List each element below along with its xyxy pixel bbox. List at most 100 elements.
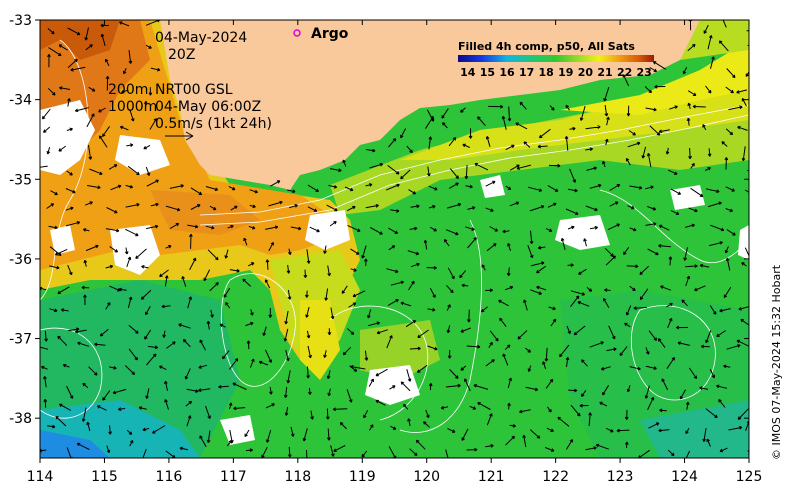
- current-arrow: [87, 185, 101, 190]
- current-arrow: [507, 243, 511, 251]
- current-arrow: [306, 249, 311, 264]
- current-arrow: [138, 406, 147, 410]
- current-arrow: [446, 325, 451, 334]
- current-arrow: [242, 278, 252, 287]
- current-arrow: [605, 255, 616, 266]
- colorbar-tick-label: 21: [597, 66, 612, 79]
- current-arrow: [710, 56, 715, 69]
- current-arrow: [485, 444, 494, 448]
- current-arrow: [99, 135, 108, 148]
- current-arrow: [648, 330, 657, 341]
- current-arrow: [530, 261, 545, 267]
- current-arrow: [725, 128, 734, 136]
- current-arrow: [625, 305, 632, 316]
- current-arrow: [326, 204, 338, 212]
- current-arrow: [169, 223, 180, 230]
- current-arrow: [210, 309, 214, 318]
- current-arrow: [185, 400, 193, 407]
- current-arrow: [586, 166, 597, 171]
- current-arrow: [709, 368, 715, 379]
- current-arrow: [685, 401, 690, 410]
- current-arrow: [581, 359, 588, 367]
- argo-marker-icon: [293, 29, 301, 37]
- current-arrow: [74, 107, 89, 113]
- current-arrow: [389, 385, 396, 390]
- current-arrow: [145, 44, 152, 49]
- current-arrow: [744, 247, 749, 260]
- current-arrow: [722, 20, 727, 28]
- argo-label: Argo: [311, 26, 349, 42]
- current-arrow: [728, 105, 743, 111]
- current-arrow: [223, 287, 231, 298]
- current-arrow: [375, 399, 386, 406]
- current-arrow: [667, 169, 678, 175]
- current-arrow: [699, 263, 710, 268]
- cloud-mask: [40, 100, 749, 445]
- current-arrow: [265, 225, 279, 230]
- current-arrow: [425, 409, 430, 419]
- current-arrow: [661, 378, 669, 391]
- current-arrow: [579, 403, 589, 408]
- current-arrow: [186, 415, 192, 427]
- current-arrow: [644, 385, 650, 399]
- current-arrow: [57, 335, 68, 346]
- current-arrow: [647, 206, 657, 211]
- current-arrow: [468, 128, 473, 139]
- y-tick-label: -34: [9, 93, 32, 109]
- current-arrow: [702, 124, 707, 131]
- current-arrow: [363, 258, 368, 266]
- current-arrow: [387, 165, 400, 175]
- current-arrow: [629, 366, 641, 371]
- current-arrow: [447, 428, 456, 433]
- current-arrow: [145, 306, 151, 316]
- current-arrow: [179, 446, 189, 451]
- current-arrow: [162, 330, 166, 338]
- current-arrow: [189, 233, 193, 249]
- current-arrow: [527, 186, 543, 192]
- current-arrow: [48, 47, 62, 57]
- current-arrow: [666, 357, 675, 369]
- current-arrow: [460, 365, 467, 371]
- current-arrow: [741, 146, 746, 162]
- current-arrow: [258, 360, 269, 366]
- current-arrow: [226, 440, 233, 447]
- current-arrow: [683, 247, 688, 261]
- current-arrow: [102, 390, 111, 401]
- current-arrow: [145, 166, 151, 176]
- current-arrow: [416, 364, 428, 373]
- current-arrow: [449, 369, 459, 379]
- current-arrow: [489, 330, 499, 342]
- current-arrow: [400, 169, 411, 180]
- current-arrow: [342, 159, 347, 167]
- current-arrow: [55, 415, 67, 427]
- current-arrow: [488, 341, 493, 348]
- current-arrow: [427, 345, 438, 351]
- current-arrow: [485, 180, 496, 187]
- current-arrow: [585, 205, 598, 212]
- current-arrow: [516, 164, 532, 170]
- x-tick-label: 120: [413, 469, 440, 485]
- current-arrow: [308, 387, 312, 395]
- current-arrow: [388, 245, 396, 251]
- current-arrow: [249, 358, 255, 368]
- current-arrow: [546, 427, 554, 432]
- current-arrow: [427, 307, 436, 312]
- current-arrow: [305, 290, 309, 298]
- current-arrow: [577, 301, 590, 307]
- current-arrow: [529, 230, 534, 244]
- colorbar-tick-label: 22: [617, 66, 632, 79]
- current-arrow: [150, 67, 161, 72]
- current-arrow: [164, 399, 169, 410]
- current-arrow: [709, 241, 723, 247]
- current-arrow: [525, 386, 539, 392]
- current-arrow: [350, 248, 360, 255]
- current-arrow: [369, 162, 384, 169]
- current-arrow: [302, 428, 308, 442]
- x-tick-label: 115: [91, 469, 118, 485]
- current-arrow: [307, 345, 312, 359]
- current-arrow: [86, 421, 91, 432]
- current-arrow: [361, 450, 368, 458]
- current-arrow: [207, 249, 219, 261]
- current-arrow: [609, 201, 619, 207]
- colorbar-ticks: 14 15 16 17 18 19 20 21 22 23: [460, 66, 652, 79]
